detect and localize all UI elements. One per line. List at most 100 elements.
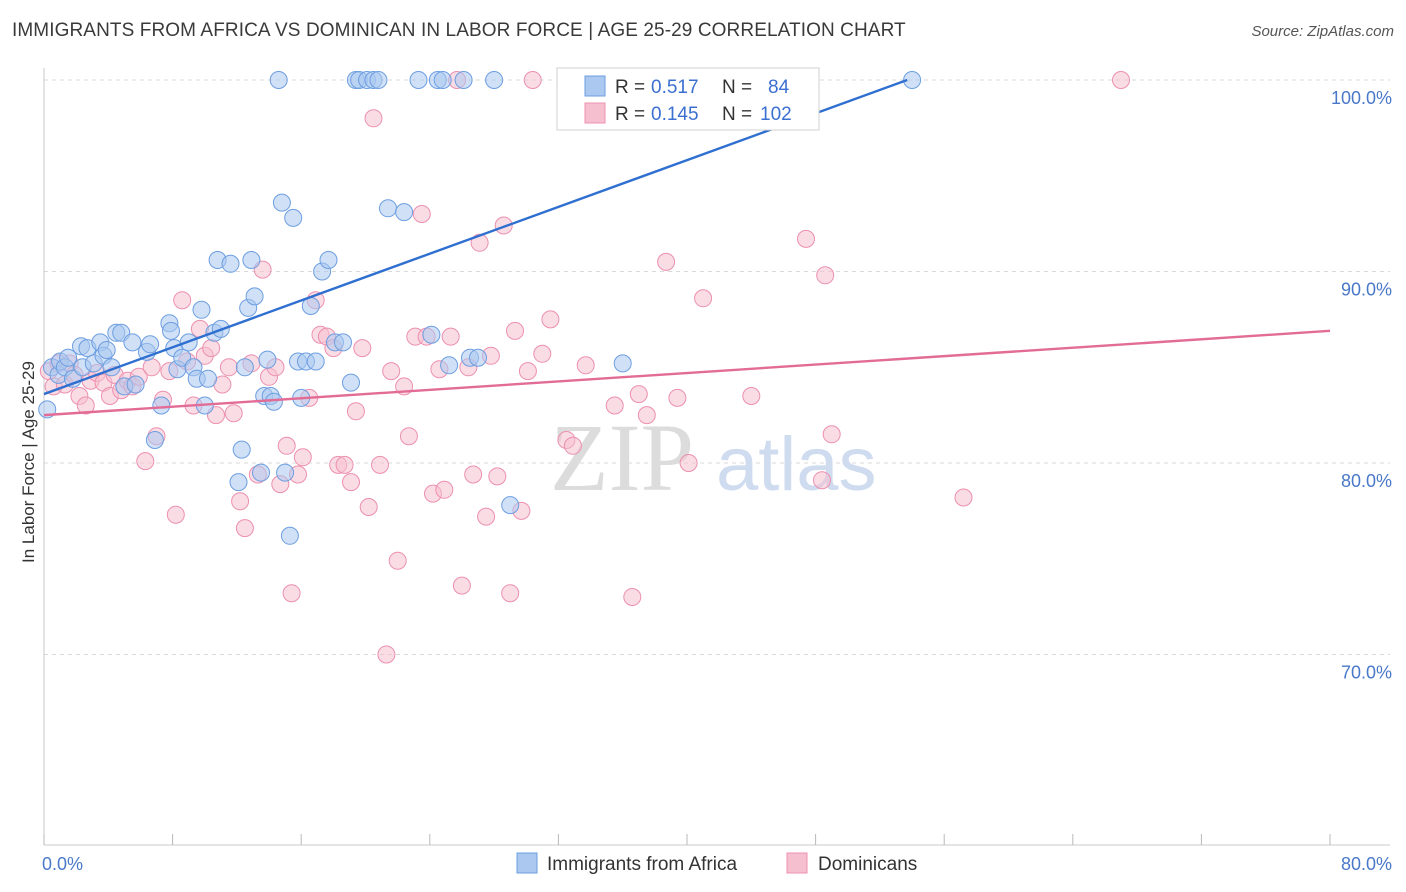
dominicans-point: [541, 310, 560, 329]
africa-point: [319, 251, 338, 269]
africa-point: [613, 354, 632, 373]
dominicans-point: [346, 402, 365, 421]
africa-point: [306, 352, 325, 371]
legend-r-label-pink: R =: [615, 104, 650, 125]
dominicans-point: [359, 498, 378, 516]
dominicans-point: [494, 216, 513, 235]
dominicans-point: [219, 358, 238, 377]
dominicans-point: [364, 109, 383, 128]
legend-n-value-pink: 102: [760, 104, 792, 125]
dominicans-point: [657, 252, 676, 271]
africa-point: [485, 71, 504, 89]
africa-point: [422, 325, 441, 344]
y-tick-label: 100.0%: [1331, 88, 1392, 108]
africa-point: [152, 396, 171, 415]
dominicans-point: [816, 266, 835, 285]
dominicans-point: [399, 427, 418, 446]
chart-title: IMMIGRANTS FROM AFRICA VS DOMINICAN IN L…: [12, 20, 906, 41]
dominicans-trend-line: [43, 329, 1331, 417]
dominicans-point: [166, 505, 185, 524]
series-legend-swatch-dominicans: [786, 852, 808, 874]
africa-point: [903, 71, 922, 89]
africa-point: [242, 251, 261, 269]
africa-point: [280, 526, 299, 545]
africa-point: [145, 431, 164, 449]
africa-point: [272, 193, 291, 212]
legend-r-label-blue: R =: [615, 77, 650, 98]
dominicans-point: [277, 436, 296, 455]
legend-n-label-blue: N =: [722, 77, 757, 98]
dominicans-point: [412, 205, 431, 223]
legend-swatch-pink: [584, 102, 606, 124]
dominicans-point: [335, 455, 354, 474]
africa-point: [252, 463, 270, 482]
series-legend-swatch-africa: [516, 852, 538, 874]
dominicans-point: [202, 339, 221, 358]
dominicans-point: [441, 327, 460, 346]
africa-point: [59, 348, 78, 367]
legend-r-value-blue: 0.517: [651, 77, 699, 98]
dominicans-point: [353, 339, 372, 358]
y-tick-labels: 70.0% 80.0% 90.0% 100.0%: [1331, 88, 1392, 683]
dominicans-point: [377, 645, 396, 664]
y-tick-label: 80.0%: [1341, 471, 1392, 491]
dominicans-points: [39, 71, 1130, 664]
watermark-atlas: atlas: [716, 422, 877, 507]
legend-swatch-blue: [584, 75, 606, 97]
y-tick-label: 90.0%: [1341, 280, 1392, 300]
dominicans-point: [668, 388, 687, 407]
africa-point: [221, 254, 240, 273]
dominicans-point: [470, 233, 489, 252]
africa-point: [395, 203, 414, 222]
dominicans-point: [518, 362, 537, 381]
watermark-zip: ZIP: [550, 404, 694, 511]
series-legend-label-africa: Immigrants from Africa: [547, 854, 737, 875]
series-legend: Immigrants from Africa Dominicans: [516, 852, 917, 875]
africa-point: [235, 358, 254, 377]
africa-point: [245, 287, 264, 306]
africa-points: [38, 71, 922, 545]
dominicans-point: [342, 473, 360, 492]
legend-r-value-pink: 0.145: [651, 104, 699, 125]
stats-legend: R = 0.517 N = 84 R = 0.145 N = 102: [556, 67, 820, 131]
africa-trend-line: [43, 78, 908, 396]
africa-point: [162, 321, 180, 340]
dominicans-point: [142, 358, 161, 377]
africa-point: [454, 71, 473, 89]
dominicans-point: [679, 454, 698, 472]
y-tick-label: 70.0%: [1341, 663, 1392, 683]
africa-point: [334, 333, 352, 352]
dominicans-point: [173, 291, 192, 310]
africa-point: [229, 473, 248, 492]
dominicans-point: [533, 344, 552, 363]
africa-point: [126, 375, 145, 394]
dominicans-point: [563, 436, 582, 455]
africa-point: [433, 71, 452, 89]
africa-point: [192, 300, 211, 319]
source-label: Source: ZipAtlas.com: [1251, 23, 1394, 40]
dominicans-point: [488, 467, 507, 486]
x-tick-min: 0.0%: [42, 854, 83, 874]
y-axis-label: In Labor Force | Age 25-29: [19, 361, 38, 563]
africa-point: [276, 463, 295, 482]
legend-n-value-blue: 84: [768, 77, 790, 98]
dominicans-point: [136, 452, 155, 471]
africa-point: [501, 496, 520, 515]
africa-point: [409, 71, 428, 89]
dominicans-point: [523, 71, 542, 89]
dominicans-point: [506, 321, 524, 340]
dominicans-point: [282, 584, 301, 603]
x-ticks: [43, 834, 1331, 845]
dominicans-point: [452, 576, 471, 595]
africa-point: [284, 208, 303, 227]
dominicans-point: [382, 362, 401, 381]
africa-point: [97, 341, 116, 359]
dominicans-point: [231, 492, 250, 511]
dominicans-point: [464, 465, 483, 484]
series-legend-label-dominicans: Dominicans: [818, 854, 917, 875]
africa-point: [469, 348, 487, 367]
africa-point: [264, 392, 283, 411]
dominicans-point: [813, 471, 831, 490]
africa-point: [379, 199, 397, 218]
dominicans-point: [1112, 71, 1130, 89]
